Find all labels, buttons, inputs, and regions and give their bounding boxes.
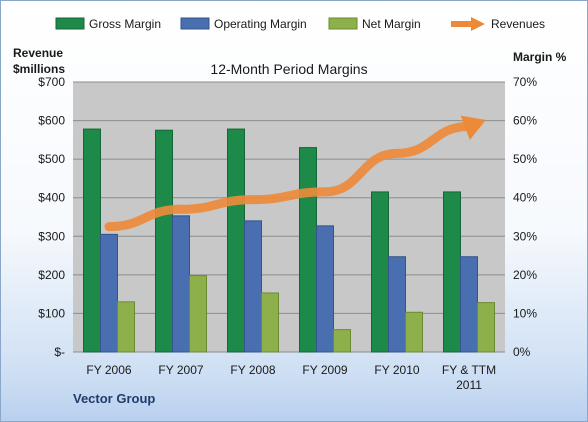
left-tick-label: $- bbox=[54, 345, 65, 359]
left-axis-title-line-1: Revenue bbox=[13, 46, 63, 60]
legend-item-net-margin: Net Margin bbox=[328, 17, 421, 31]
bar-net-margin bbox=[405, 311, 423, 353]
left-tick-label: $700 bbox=[38, 75, 65, 89]
legend-label-operating-margin: Operating Margin bbox=[214, 17, 307, 31]
right-tick-label: 10% bbox=[513, 306, 537, 320]
bar-gross-margin bbox=[443, 191, 461, 353]
category-label-line: FY 2007 bbox=[158, 363, 203, 377]
left-axis-title: Revenue $millions bbox=[13, 46, 66, 76]
category-label-line: FY & TTM bbox=[442, 363, 496, 377]
right-tick-label: 50% bbox=[513, 152, 537, 166]
bar-operating-margin bbox=[388, 256, 406, 353]
legend-swatch-operating-margin bbox=[180, 17, 210, 30]
right-axis-title: Margin % bbox=[513, 50, 567, 64]
bar-operating-margin bbox=[172, 215, 190, 353]
left-tick-label: $500 bbox=[38, 152, 65, 166]
category-label-line: FY 2006 bbox=[86, 363, 131, 377]
left-tick-label: $400 bbox=[38, 191, 65, 205]
category-label-line: 2011 bbox=[456, 378, 482, 392]
category-label: FY 2007 bbox=[158, 363, 203, 377]
category-label: FY 2008 bbox=[230, 363, 275, 377]
category-label: FY & TTM 2011 bbox=[442, 363, 496, 392]
left-axis-ticks: $- $100 $200 $300 $400 $500 $600 $700 bbox=[38, 75, 65, 359]
legend-item-operating-margin: Operating Margin bbox=[180, 17, 307, 31]
bar-gross-margin bbox=[227, 128, 245, 353]
category-label-line: FY 2008 bbox=[230, 363, 275, 377]
category-label-line: FY 2010 bbox=[374, 363, 419, 377]
chart-title: 12-Month Period Margins bbox=[210, 61, 367, 77]
legend-item-revenues: Revenues bbox=[451, 17, 545, 31]
legend-swatch-gross-margin bbox=[55, 17, 85, 30]
bar-operating-margin bbox=[460, 256, 478, 353]
right-tick-label: 70% bbox=[513, 75, 537, 89]
bar-operating-margin bbox=[316, 225, 334, 353]
right-tick-label: 40% bbox=[513, 191, 537, 205]
bar-gross-margin bbox=[371, 191, 389, 353]
bar-gross-margin bbox=[155, 129, 173, 353]
category-label: FY 2006 bbox=[86, 363, 131, 377]
legend-label-net-margin: Net Margin bbox=[362, 17, 421, 31]
legend-arrow-revenues bbox=[471, 17, 485, 31]
category-label-line: FY 2009 bbox=[302, 363, 347, 377]
right-tick-label: 0% bbox=[513, 345, 531, 359]
revenue-line-group bbox=[104, 115, 486, 232]
legend-item-gross-margin: Gross Margin bbox=[55, 17, 161, 31]
category-labels: FY 2006 FY 2007 FY 2008 FY 2009 FY 2010 FY & … bbox=[86, 363, 496, 392]
bars bbox=[83, 128, 495, 353]
bar-operating-margin bbox=[244, 220, 262, 353]
right-tick-label: 20% bbox=[513, 268, 537, 282]
legend-swatch-net-margin bbox=[328, 17, 358, 30]
legend: Gross Margin Operating Margin Net Margin… bbox=[55, 17, 545, 31]
revenue-line bbox=[104, 121, 474, 232]
category-label: FY 2009 bbox=[302, 363, 347, 377]
legend-label-revenues: Revenues bbox=[491, 17, 545, 31]
bar-gross-margin bbox=[83, 128, 101, 353]
bar-net-margin bbox=[333, 329, 351, 353]
left-tick-label: $600 bbox=[38, 114, 65, 128]
bar-net-margin bbox=[189, 275, 207, 353]
revenue-arrowhead bbox=[460, 115, 486, 140]
right-axis-ticks: 0% 10% 20% 30% 40% 50% 60% 70% bbox=[513, 75, 537, 359]
left-tick-label: $200 bbox=[38, 268, 65, 282]
bar-net-margin bbox=[477, 302, 495, 353]
left-axis-title-line-2: $millions bbox=[13, 62, 65, 76]
category-label: FY 2010 bbox=[374, 363, 419, 377]
bar-net-margin bbox=[261, 292, 279, 353]
left-tick-label: $100 bbox=[38, 306, 65, 320]
company-label: Vector Group bbox=[73, 391, 155, 406]
right-tick-label: 60% bbox=[513, 114, 537, 128]
right-tick-label: 30% bbox=[513, 229, 537, 243]
bar-gross-margin bbox=[299, 147, 317, 353]
bar-net-margin bbox=[117, 301, 135, 353]
legend-label-gross-margin: Gross Margin bbox=[89, 17, 161, 31]
left-tick-label: $300 bbox=[38, 229, 65, 243]
bar-operating-margin bbox=[100, 233, 118, 353]
